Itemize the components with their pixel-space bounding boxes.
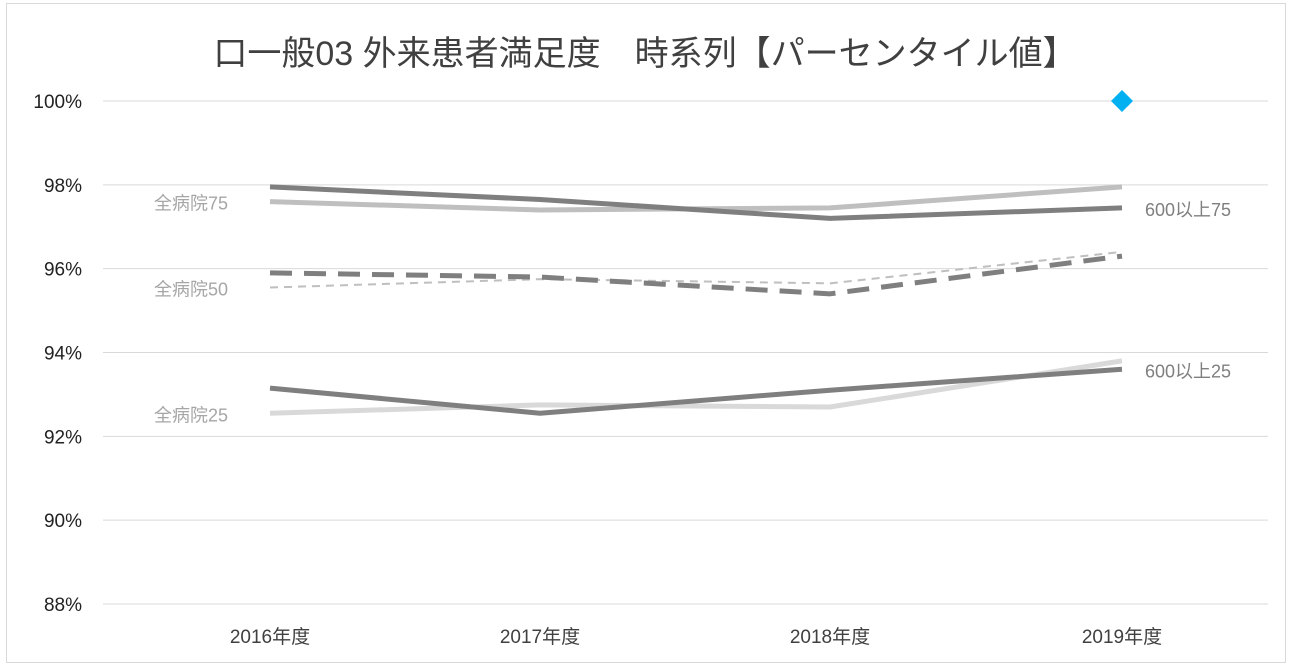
x-tick-label: 2018年度 [790,626,870,648]
series-line [269,253,1123,297]
series-line [269,358,1123,416]
x-tick-label: 2019年度 [1082,626,1162,648]
series-label: 600以上25 [1145,361,1231,381]
chart-frame [6,3,1286,663]
y-tick-label: 98% [44,176,82,197]
series-line [269,250,1123,289]
x-tick-label: 2016年度 [230,626,310,648]
series-line [269,366,1123,416]
diamond-marker [1111,90,1133,112]
y-tick-label: 100% [33,92,82,113]
y-tick-label: 92% [44,427,82,448]
chart-title: 口一般03 外来患者満足度 時系列【パーセンタイル値】 [213,35,1077,73]
y-tick-label: 88% [44,595,82,616]
y-tick-label: 94% [44,344,82,365]
series-label: 全病院50 [154,280,228,300]
series-label: 600以上75 [1145,200,1231,220]
series-line [269,184,1123,221]
y-tick-label: 96% [44,260,82,281]
series-label: 全病院25 [154,405,228,425]
series-label: 全病院75 [154,194,228,214]
x-tick-label: 2017年度 [500,626,580,648]
y-tick-label: 90% [44,511,82,532]
